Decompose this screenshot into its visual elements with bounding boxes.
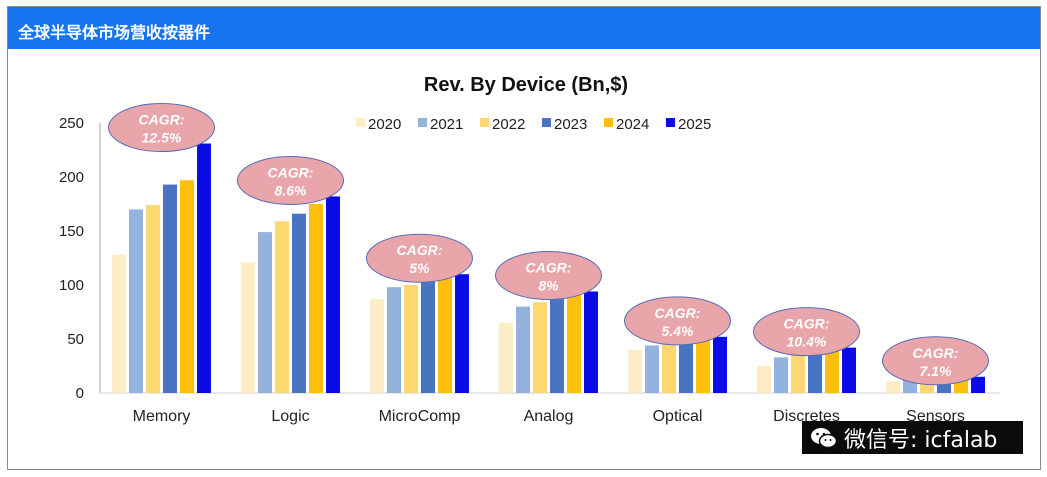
bar-microcomp-2025 — [455, 274, 469, 393]
panel-title: 全球半导体市场营收按器件 — [18, 23, 211, 42]
bar-discretes-2025 — [842, 347, 856, 393]
legend-swatch — [542, 118, 551, 127]
bar-analog-2023 — [550, 299, 564, 393]
legend-label: 2022 — [492, 116, 525, 133]
bar-logic-2021 — [258, 232, 272, 393]
cagr-bubble — [882, 336, 989, 386]
legend-swatch — [480, 118, 489, 127]
bar-microcomp-2021 — [387, 287, 401, 393]
bar-discretes-2022 — [791, 354, 805, 393]
bar-analog-2025 — [584, 291, 598, 393]
bar-optical-2024 — [696, 340, 710, 393]
bar-discretes-2020 — [757, 366, 771, 393]
bar-discretes-2021 — [774, 357, 788, 393]
legend-label: 2024 — [616, 116, 649, 133]
bar-discretes-2024 — [825, 349, 839, 393]
y-tick-label: 150 — [59, 223, 84, 240]
legend-label: 2021 — [430, 116, 463, 133]
x-tick-label: Optical — [653, 408, 703, 425]
legend-swatch — [356, 118, 365, 127]
cagr-value: 8% — [538, 277, 559, 293]
bar-microcomp-2020 — [370, 299, 384, 393]
bar-analog-2024 — [567, 294, 581, 393]
y-tick-label: 250 — [59, 115, 84, 132]
cagr-value: 8.6% — [275, 182, 307, 198]
legend-swatch — [666, 118, 675, 127]
bar-logic-2022 — [275, 221, 289, 393]
bar-optical-2021 — [645, 345, 659, 393]
cagr-label: CAGR: — [526, 259, 572, 275]
cagr-bubble — [108, 103, 215, 153]
bar-sensors-2025 — [971, 376, 985, 393]
bar-discretes-2023 — [808, 351, 822, 393]
bar-analog-2021 — [516, 306, 530, 393]
cagr-bubble — [366, 233, 473, 283]
cagr-label: CAGR: — [397, 242, 443, 258]
bar-microcomp-2024 — [438, 278, 452, 393]
x-tick-label: Sensors — [906, 408, 965, 425]
legend-label: 2025 — [678, 116, 711, 133]
bar-optical-2025 — [713, 336, 727, 393]
bar-memory-2022 — [146, 205, 160, 393]
panel-header: 全球半导体市场营收按器件 — [8, 7, 1040, 49]
cagr-value: 10.4% — [787, 334, 827, 350]
wechat-icon — [811, 427, 838, 448]
bar-optical-2022 — [662, 344, 676, 393]
cagr-bubble — [624, 296, 731, 346]
bar-memory-2021 — [129, 209, 143, 393]
cagr-label: CAGR: — [784, 316, 830, 332]
bar-memory-2025 — [197, 143, 211, 393]
y-tick-label: 50 — [67, 331, 84, 348]
legend-swatch — [604, 118, 613, 127]
cagr-bubble — [753, 307, 860, 357]
bar-sensors-2020 — [886, 381, 900, 393]
bar-analog-2022 — [533, 302, 547, 393]
legend-label: 2020 — [368, 116, 401, 133]
x-tick-label: MicroComp — [379, 408, 461, 425]
y-tick-label: 200 — [59, 169, 84, 186]
cagr-value: 5% — [409, 260, 430, 276]
y-tick-label: 100 — [59, 277, 84, 294]
bar-memory-2024 — [180, 180, 194, 393]
watermark-text: 微信号: icfalab — [844, 427, 998, 453]
cagr-label: CAGR: — [139, 112, 185, 128]
bar-microcomp-2023 — [421, 281, 435, 393]
cagr-value: 7.1% — [920, 363, 952, 379]
cagr-bubble — [495, 250, 602, 300]
x-tick-label: Analog — [524, 408, 574, 425]
cagr-label: CAGR: — [655, 305, 701, 321]
bar-memory-2023 — [163, 184, 177, 393]
legend-swatch — [418, 118, 427, 127]
cagr-label: CAGR: — [268, 164, 314, 180]
bar-logic-2025 — [326, 196, 340, 393]
watermark: 微信号: icfalab — [802, 421, 1023, 454]
bar-optical-2023 — [679, 342, 693, 393]
y-tick-label: 0 — [76, 385, 84, 402]
legend-label: 2023 — [554, 116, 587, 133]
cagr-value: 12.5% — [142, 130, 182, 146]
bar-microcomp-2022 — [404, 285, 418, 393]
bar-logic-2023 — [292, 213, 306, 393]
x-tick-label: Discretes — [773, 408, 840, 425]
x-tick-label: Memory — [133, 408, 191, 425]
bar-optical-2020 — [628, 349, 642, 393]
bar-memory-2020 — [112, 254, 126, 393]
cagr-value: 5.4% — [662, 323, 694, 339]
bar-logic-2020 — [241, 262, 255, 393]
x-tick-label: Logic — [271, 408, 309, 425]
cagr-label: CAGR: — [913, 345, 959, 361]
cagr-bubble — [237, 155, 344, 205]
chart-title: Rev. By Device (Bn,$) — [424, 74, 628, 96]
bar-analog-2020 — [499, 322, 513, 393]
bar-logic-2024 — [309, 204, 323, 393]
bar-sensors-2021 — [903, 380, 917, 393]
